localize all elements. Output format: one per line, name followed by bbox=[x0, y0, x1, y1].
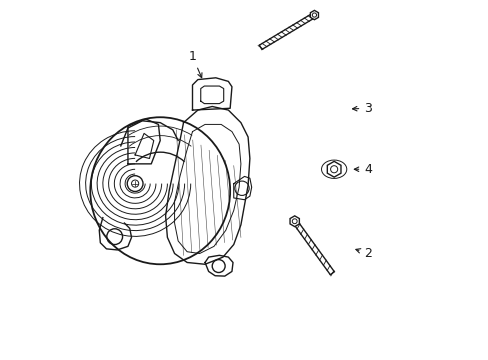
Text: 1: 1 bbox=[188, 50, 202, 78]
Text: 4: 4 bbox=[354, 163, 371, 176]
Polygon shape bbox=[310, 10, 318, 20]
Polygon shape bbox=[289, 216, 299, 226]
Text: 3: 3 bbox=[352, 102, 371, 115]
Polygon shape bbox=[326, 161, 340, 177]
Text: 2: 2 bbox=[355, 247, 371, 260]
